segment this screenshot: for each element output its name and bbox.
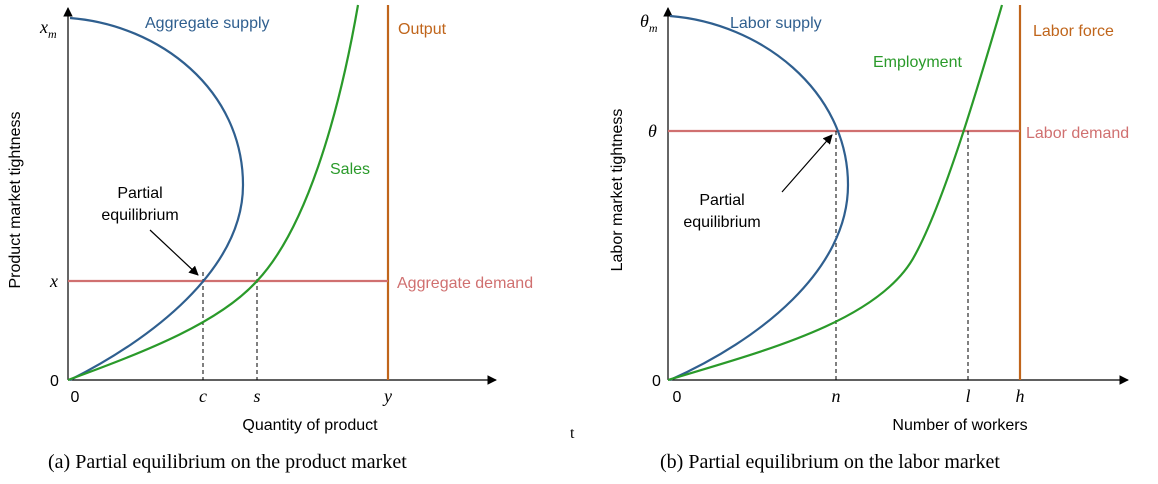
curve-label: Output [398, 21, 447, 38]
curve-label: Labor demand [1026, 125, 1129, 142]
curve-label: Aggregate supply [145, 15, 270, 32]
arrow [781, 134, 833, 193]
stray-text: t [570, 425, 575, 442]
y-axis-label: Product market tightness [7, 112, 24, 289]
curve-label: Employment [873, 54, 962, 71]
arrow [149, 229, 199, 276]
annotation: equilibrium [101, 207, 178, 224]
x-tick-label: s [253, 386, 260, 406]
origin-label: 0 [652, 373, 661, 390]
curve-label: Labor supply [730, 15, 822, 32]
annotation: Partial [117, 185, 162, 202]
y-tick-label: θ [648, 121, 657, 141]
y-tick-label: xm [39, 17, 57, 41]
panel-b: Labor market tightness Number of workers… [609, 4, 1129, 473]
y-tick-label: x [49, 271, 58, 291]
x-axis-label: Number of workers [892, 417, 1027, 434]
curve-label: Sales [330, 161, 370, 178]
x-tick-label: 0 [673, 389, 682, 406]
x-tick-label: h [1016, 386, 1025, 406]
caption: (a) Partial equilibrium on the product m… [48, 451, 407, 473]
y-axis-label: Labor market tightness [609, 109, 626, 272]
panel-a: Product market tightness Quantity of pro… [7, 4, 533, 473]
x-tick-label: n [832, 386, 841, 406]
curve-label: Labor force [1033, 23, 1114, 40]
x-tick-label: y [382, 386, 392, 406]
supply-curve [69, 16, 245, 381]
y-tick-label: θm [640, 11, 658, 35]
x-tick-label: 0 [71, 389, 80, 406]
x-axis-label: Quantity of product [242, 417, 378, 434]
origin-label: 0 [50, 373, 59, 390]
employment-curve [667, 4, 1004, 382]
annotation: Partial [699, 192, 744, 209]
x-tick-label: c [199, 386, 207, 406]
supply-curve [669, 14, 850, 382]
sales-curve [67, 4, 360, 382]
x-tick-label: l [965, 386, 970, 406]
curve-label: Aggregate demand [397, 275, 533, 292]
annotation: equilibrium [683, 214, 760, 231]
caption: (b) Partial equilibrium on the labor mar… [660, 451, 1000, 473]
